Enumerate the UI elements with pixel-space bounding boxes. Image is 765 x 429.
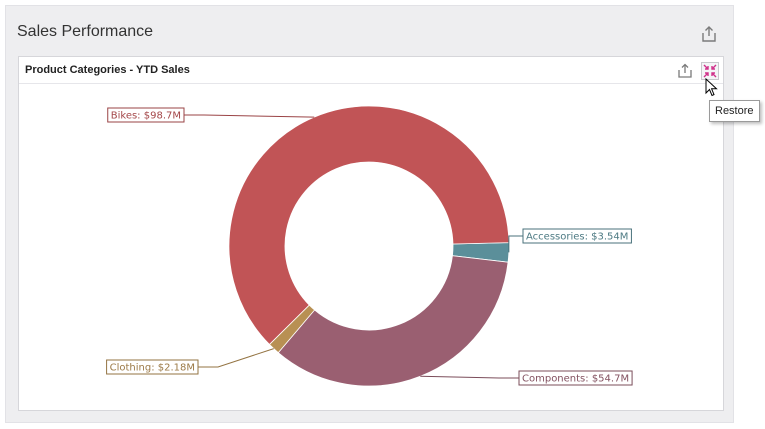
slice-bikes[interactable]: [228, 105, 510, 346]
slice-leader-line: [198, 348, 274, 368]
slice-label-accessories: Accessories: $3.54M: [526, 232, 628, 243]
chart-item-header: Product Categories - YTD Sales: [19, 57, 723, 84]
chart-export-button[interactable]: [676, 62, 694, 80]
export-icon: [678, 63, 692, 78]
slice-label-box: [106, 359, 199, 375]
restore-icon: [703, 64, 717, 78]
slice-label-bikes: Bikes: $98.7M: [111, 111, 181, 122]
dashboard-export-button[interactable]: [699, 24, 719, 44]
restore-tooltip: Restore: [709, 100, 760, 122]
slice-components[interactable]: [277, 255, 509, 387]
slice-label-box: [522, 228, 632, 244]
dashboard-title: Sales Performance: [17, 23, 154, 40]
slice-leader-line: [508, 235, 523, 253]
mouse-pointer-icon: [705, 77, 719, 98]
slice-leader-line: [420, 375, 519, 379]
slice-label-box: [518, 370, 633, 386]
slice-label-components: Components: $54.7M: [522, 374, 629, 385]
slice-leader-line: [184, 114, 315, 118]
chart-item-title: Product Categories - YTD Sales: [25, 64, 190, 76]
slice-label-clothing: Clothing: $2.18M: [110, 363, 195, 374]
export-icon: [702, 26, 716, 42]
restore-button[interactable]: [701, 62, 719, 80]
slice-label-box: [107, 107, 185, 123]
